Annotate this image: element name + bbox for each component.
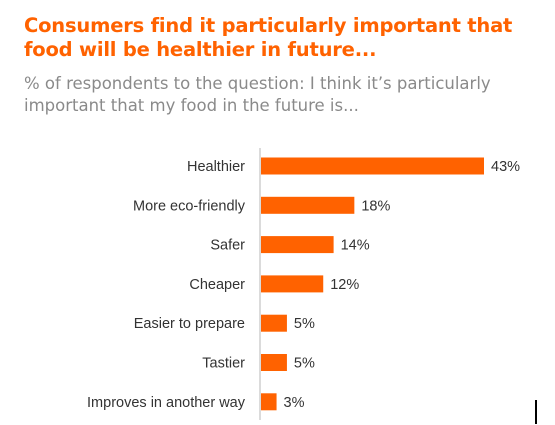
category-label: Tastier — [202, 356, 245, 372]
bar — [261, 314, 287, 332]
category-label: Safer — [210, 238, 245, 254]
category-label: More eco-friendly — [133, 198, 246, 214]
edge-mark — [535, 400, 537, 424]
value-label: 3% — [284, 395, 305, 411]
category-label: Easier to prepare — [134, 316, 245, 332]
bar — [261, 236, 334, 254]
bar — [261, 275, 324, 293]
bar — [261, 393, 277, 411]
bar — [261, 354, 287, 371]
value-label: 12% — [330, 277, 359, 293]
value-label: 18% — [361, 198, 390, 214]
bar — [261, 157, 484, 175]
bar — [261, 196, 355, 214]
chart-title: Consumers find it particularly important… — [24, 14, 513, 61]
value-label: 5% — [294, 356, 315, 372]
category-label: Improves in another way — [87, 395, 246, 411]
value-label: 43% — [491, 159, 520, 175]
value-label: 5% — [294, 316, 315, 332]
value-label: 14% — [341, 238, 370, 254]
category-label: Cheaper — [189, 277, 245, 293]
category-label: Healthier — [187, 159, 245, 175]
chart-subtitle: % of respondents to the question: I thin… — [24, 74, 491, 115]
